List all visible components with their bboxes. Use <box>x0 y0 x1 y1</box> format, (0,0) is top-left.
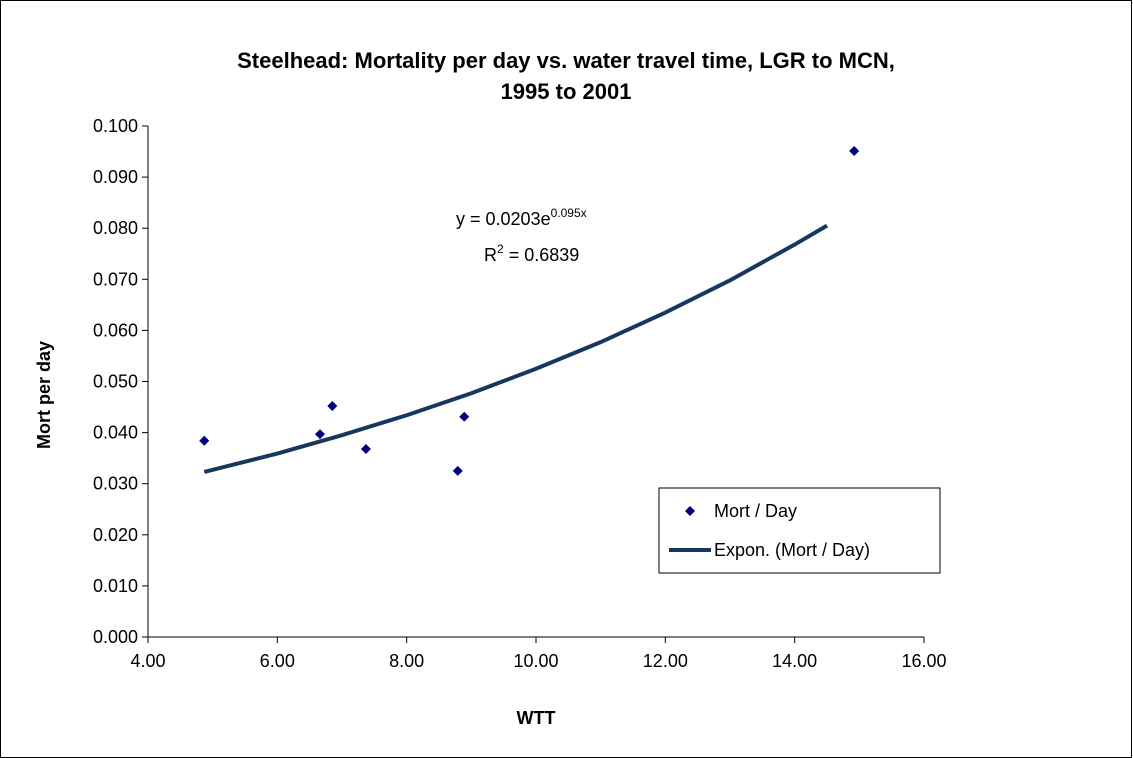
x-tick-label: 16.00 <box>901 651 946 671</box>
y-tick-label: 0.050 <box>93 372 138 392</box>
point <box>199 435 210 446</box>
r-squared-exponent: 2 <box>497 242 504 256</box>
point <box>315 429 326 440</box>
legend-label: Mort / Day <box>714 501 797 521</box>
y-tick-label: 0.010 <box>93 576 138 596</box>
x-tick-label: 6.00 <box>260 651 295 671</box>
chart-title: Steelhead: Mortality per day vs. water t… <box>237 48 895 73</box>
x-axis-title: WTT <box>517 708 556 728</box>
y-tick-label: 0.020 <box>93 525 138 545</box>
x-tick-label: 14.00 <box>772 651 817 671</box>
point <box>360 443 371 454</box>
y-tick-label: 0.090 <box>93 167 138 187</box>
y-tick-label: 0.040 <box>93 423 138 443</box>
legend-label: Expon. (Mort / Day) <box>714 540 870 560</box>
r-squared-value: = 0.6839 <box>504 245 580 265</box>
y-axis-title: Mort per day <box>34 341 54 449</box>
legend-box <box>658 487 941 574</box>
legend-swatch <box>685 506 695 516</box>
y-tick-label: 0.070 <box>93 269 138 289</box>
r-squared-text: R <box>484 245 497 265</box>
trendline <box>203 223 829 474</box>
x-tick-label: 8.00 <box>389 651 424 671</box>
y-tick-label: 0.080 <box>93 218 138 238</box>
point <box>849 146 860 157</box>
y-tick-label: 0.030 <box>93 474 138 494</box>
chart-title: 1995 to 2001 <box>501 79 632 104</box>
y-tick-label: 0.060 <box>93 320 138 340</box>
x-tick-label: 12.00 <box>643 651 688 671</box>
point <box>327 401 338 412</box>
x-tick-label: 10.00 <box>513 651 558 671</box>
equation-text: y = 0.0203e <box>456 209 551 229</box>
r-squared: R2 = 0.6839 <box>484 242 579 265</box>
x-tick-label: 4.00 <box>130 651 165 671</box>
equation: y = 0.0203e0.095x <box>456 206 587 229</box>
equation-exponent: 0.095x <box>551 206 587 220</box>
point <box>459 411 470 422</box>
y-tick-label: 0.000 <box>93 627 138 647</box>
point <box>452 465 463 476</box>
y-tick-label: 0.100 <box>93 116 138 136</box>
